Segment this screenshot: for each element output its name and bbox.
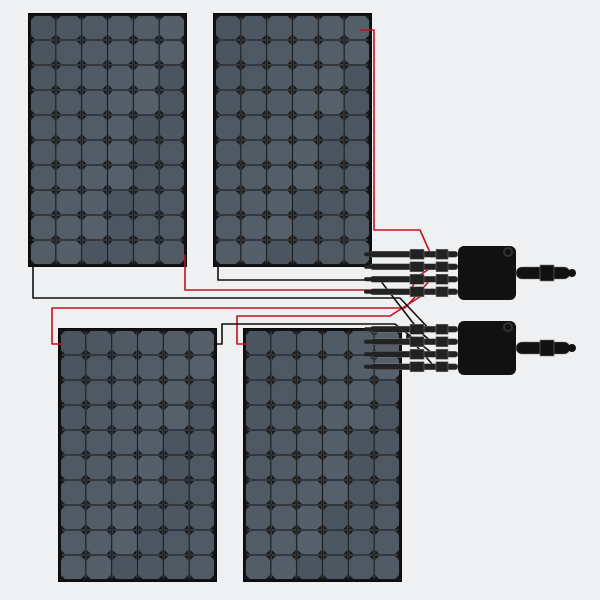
solar-panel-p2 (215, 15, 370, 265)
solar-panel-p3 (60, 330, 215, 580)
solar-panel-p1 (30, 15, 185, 265)
solar-wiring-diagram (0, 0, 600, 600)
